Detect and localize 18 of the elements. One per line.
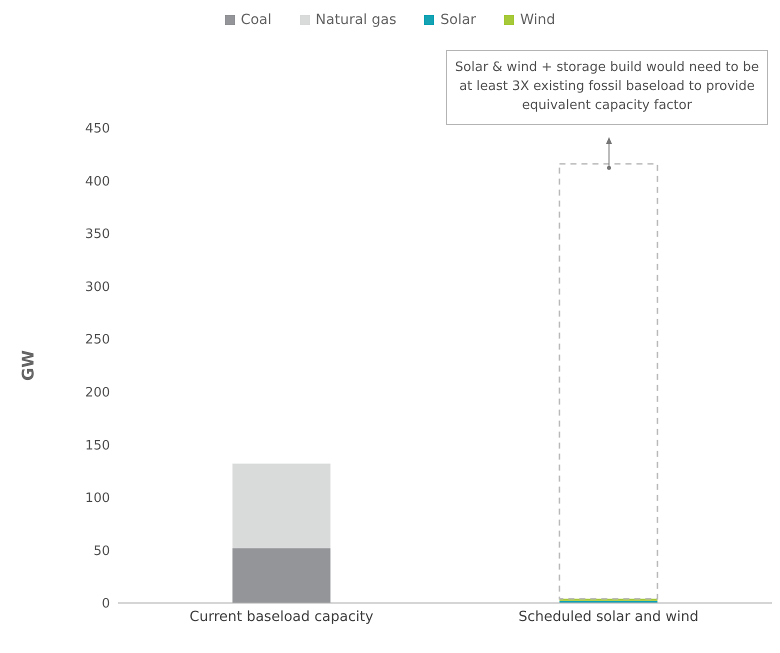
y-tick-label: 250 [85,332,110,348]
y-tick-label: 0 [102,596,110,612]
x-tick-label: Scheduled solar and wind [518,608,699,625]
legend-label: Solar [439,12,476,28]
legend-label: Natural gas [314,12,396,28]
y-tick-label: 50 [93,544,110,559]
y-tick-label: 300 [85,280,110,295]
x-tick-label: Current baseload capacity [190,608,374,625]
y-tick-label: 350 [85,227,110,242]
y-tick-label: 200 [85,386,110,401]
y-tick-label: 450 [85,122,110,137]
text: Solar & wind + storage build would need to be at least 3X existing fossil baseload to provide equivalent capacity factor [446,50,768,125]
y-tick-label: 150 [85,438,110,454]
y-tick-label: 400 [85,174,110,190]
legend-label: Coal [240,12,272,28]
legend-label: Wind [519,12,556,28]
y-axis-title: GW [18,350,38,381]
y-tick-label: 100 [85,491,110,506]
